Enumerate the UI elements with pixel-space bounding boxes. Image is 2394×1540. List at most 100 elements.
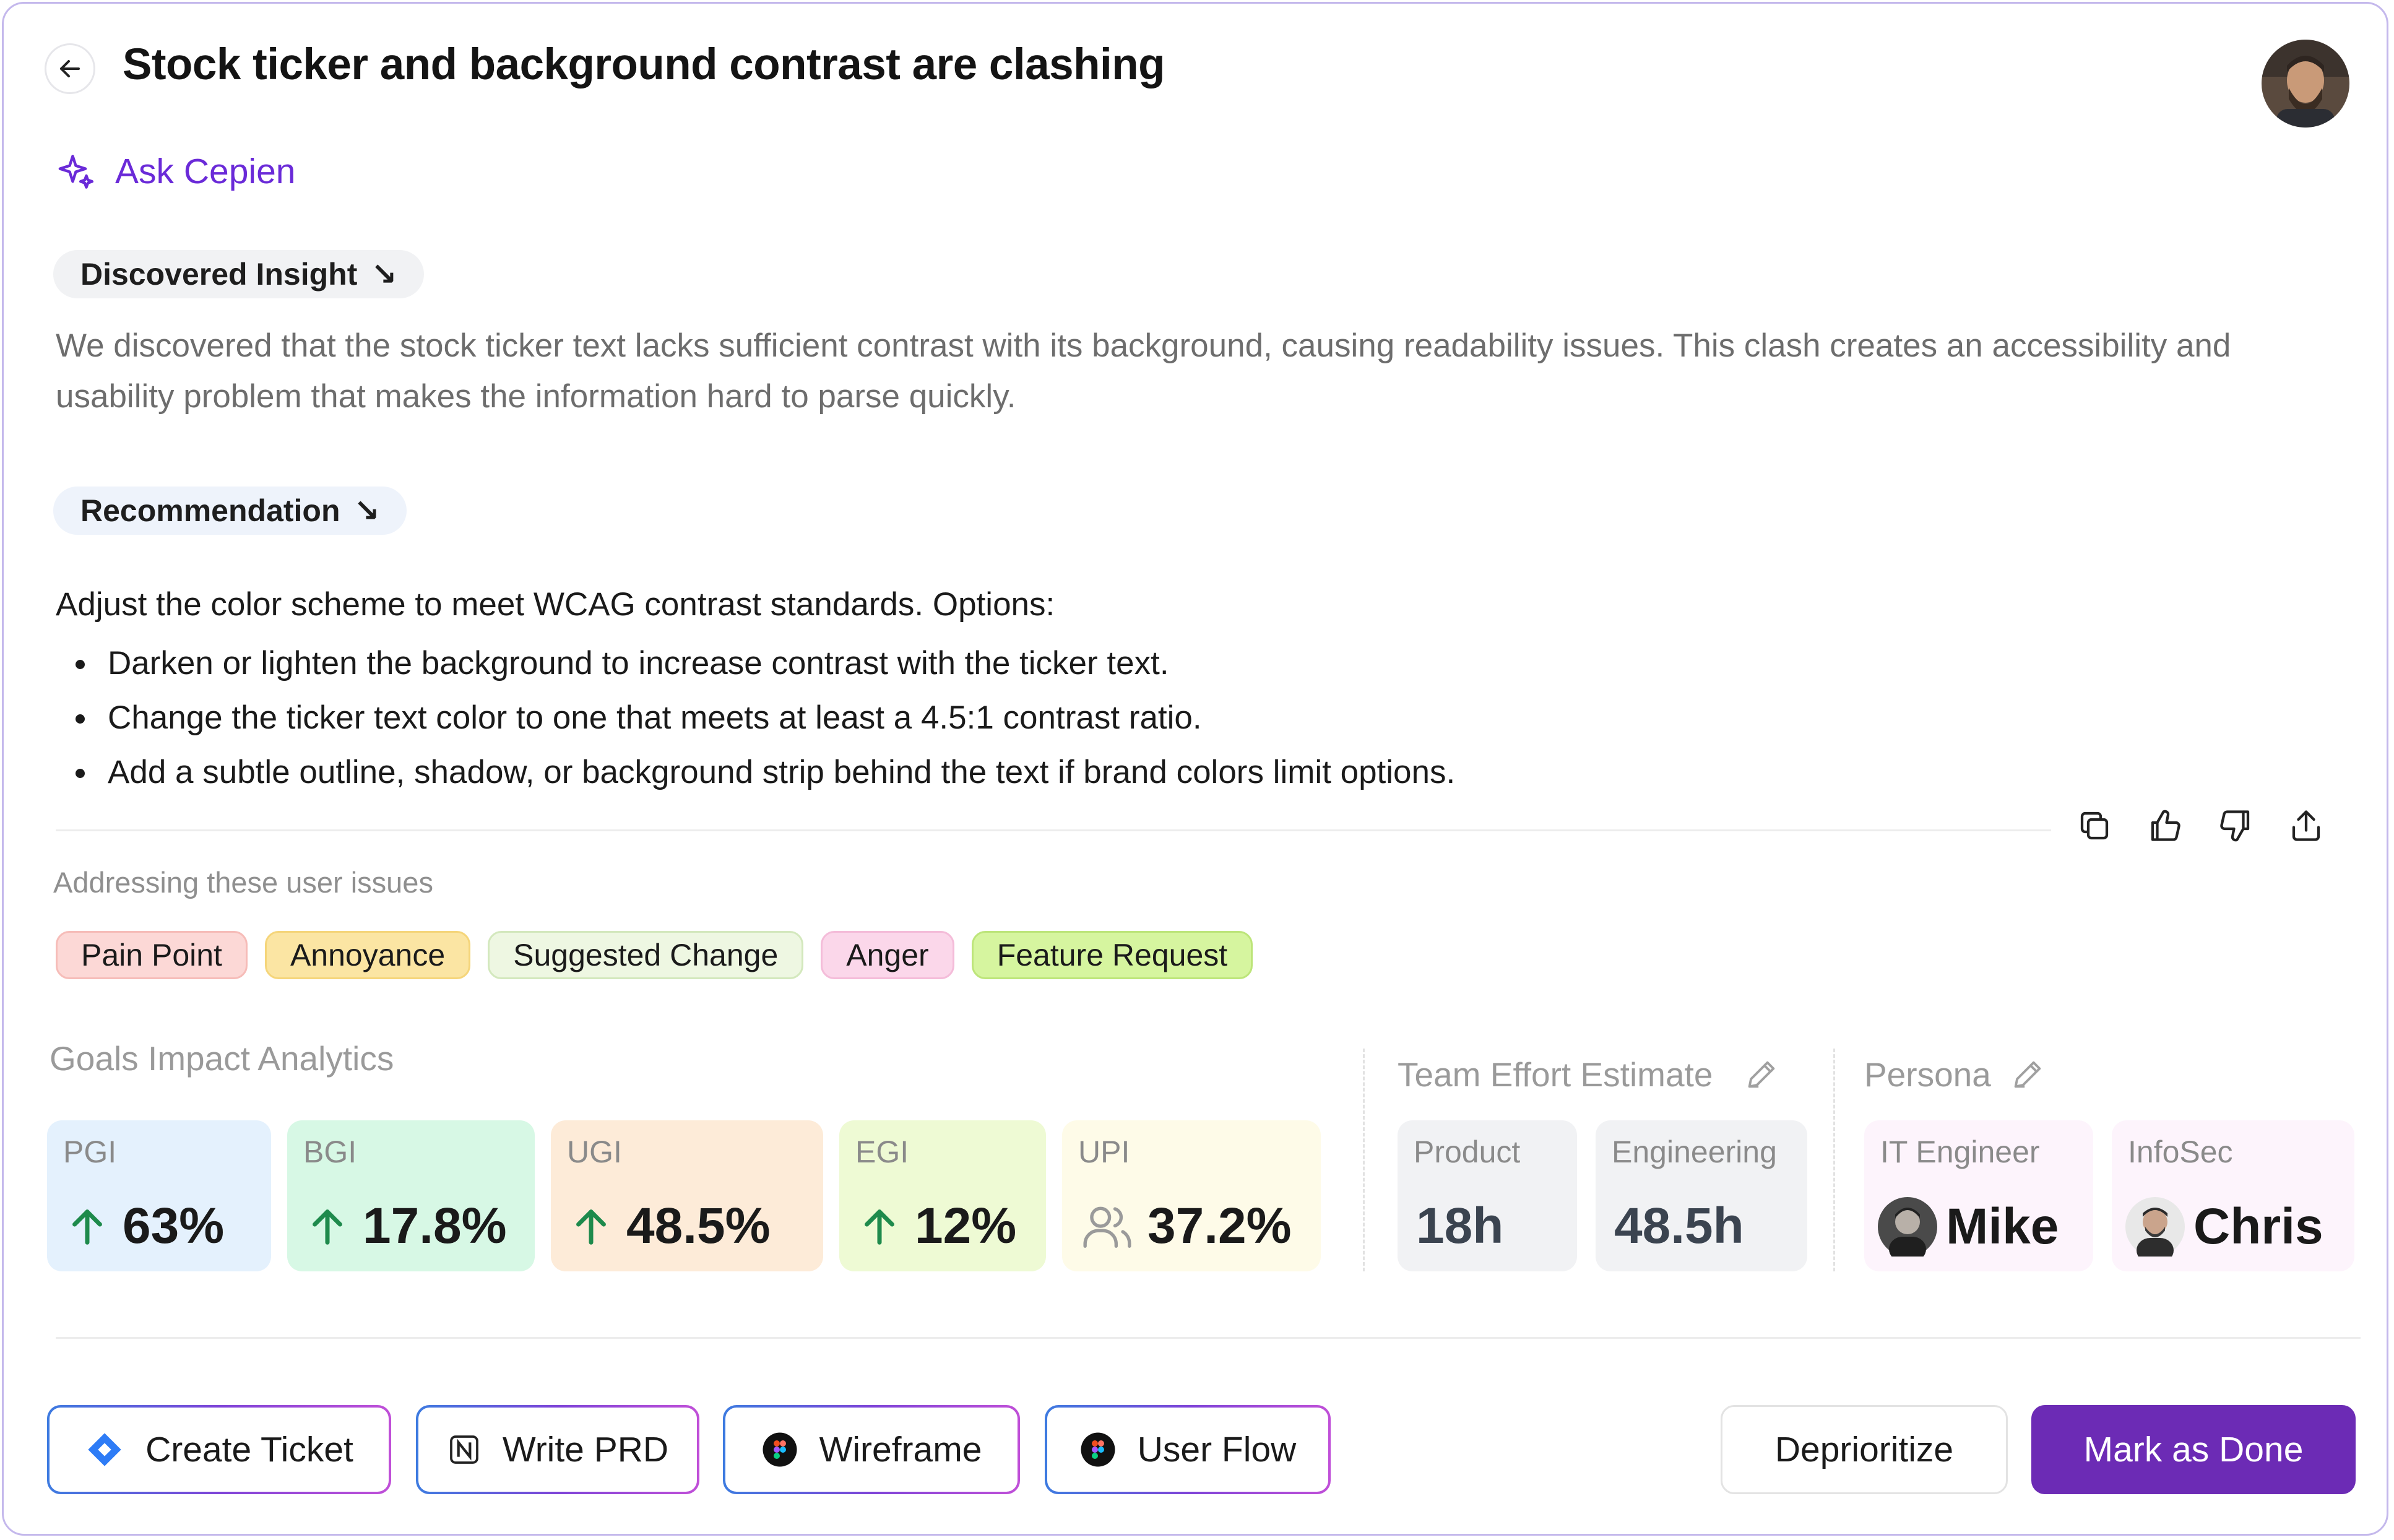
- goal-card-value: 12%: [915, 1198, 1017, 1254]
- list-item: Darken or lighten the background to incr…: [56, 636, 1455, 691]
- recommendation-intro: Adjust the color scheme to meet WCAG con…: [56, 586, 1055, 623]
- list-item: Add a subtle outline, shadow, or backgro…: [56, 745, 1455, 800]
- mark-as-done-label: Mark as Done: [2083, 1430, 2304, 1469]
- avatar: [1878, 1197, 1937, 1257]
- goal-card-pgi: PGI 63%: [47, 1120, 271, 1271]
- divider: [56, 829, 2051, 831]
- jira-icon: [88, 1433, 121, 1466]
- wireframe-label: Wireframe: [819, 1430, 982, 1469]
- insight-text: We discovered that the stock ticker text…: [56, 327, 2231, 415]
- effort-card-label: Product: [1414, 1135, 1521, 1169]
- goal-card-upi: UPI 37.2%: [1062, 1120, 1321, 1271]
- response-actions: [2071, 802, 2330, 849]
- goal-card-label: EGI: [855, 1135, 909, 1169]
- goal-card-value: 37.2%: [1147, 1198, 1292, 1254]
- persona-card-value: Mike: [1946, 1198, 2059, 1255]
- section-divider: [1833, 1049, 1835, 1271]
- persona-card-value: Chris: [2193, 1198, 2323, 1255]
- persona-value-row: Mike: [1878, 1197, 2059, 1257]
- recommendation-label: Recommendation: [80, 493, 340, 528]
- persona-value-row: Chris: [2125, 1197, 2323, 1257]
- recommendation-pill[interactable]: Recommendation ↘: [53, 487, 407, 535]
- goal-card-value-row: 12%: [858, 1197, 1016, 1255]
- tag-feature-request[interactable]: Feature Request: [971, 931, 1253, 979]
- share-icon: [2292, 810, 2320, 841]
- effort-card-product: Product 18h: [1398, 1120, 1577, 1271]
- goal-card-value-row: 37.2%: [1081, 1197, 1292, 1255]
- tag-suggested-change[interactable]: Suggested Change: [488, 931, 804, 979]
- thumbs-up-button[interactable]: [2141, 802, 2189, 849]
- tag-anger[interactable]: Anger: [821, 931, 954, 979]
- effort-label: Team Effort Estimate: [1398, 1055, 1713, 1094]
- figma-icon: [763, 1432, 797, 1467]
- write-prd-label: Write PRD: [502, 1430, 669, 1469]
- list-item: Change the ticker text color to one that…: [56, 691, 1455, 745]
- effort-card-engineering: Engineering 48.5h: [1596, 1120, 1807, 1271]
- persona-header: Persona: [1864, 1055, 2046, 1094]
- arrow-down-right-icon: ↘: [371, 257, 397, 292]
- user-flow-label: User Flow: [1137, 1430, 1297, 1469]
- thumbs-down-icon: [2220, 810, 2250, 842]
- persona-card-label: IT Engineer: [1880, 1135, 2040, 1169]
- divider: [56, 1337, 2361, 1339]
- effort-card-value: 48.5h: [1614, 1198, 1744, 1254]
- notion-icon: [450, 1435, 478, 1464]
- goal-card-label: PGI: [63, 1135, 117, 1169]
- persona-card-it-engineer[interactable]: IT Engineer Mike: [1864, 1120, 2093, 1271]
- goal-card-label: BGI: [303, 1135, 357, 1169]
- effort-card-value: 18h: [1416, 1198, 1504, 1254]
- thumbs-up-icon: [2151, 810, 2180, 841]
- users-icon: [1083, 1206, 1131, 1248]
- create-ticket-label: Create Ticket: [145, 1430, 353, 1469]
- pencil-icon[interactable]: [1744, 1057, 1779, 1092]
- write-prd-button[interactable]: Write PRD: [416, 1405, 699, 1494]
- deprioritize-label: Deprioritize: [1774, 1430, 1954, 1469]
- ask-cepien-button[interactable]: Ask Cepien: [56, 151, 296, 192]
- back-button[interactable]: [45, 43, 95, 94]
- wireframe-button[interactable]: Wireframe: [723, 1405, 1020, 1494]
- goal-card-value: 63%: [123, 1198, 225, 1254]
- recommendation-list: Darken or lighten the background to incr…: [56, 636, 1455, 800]
- user-flow-button[interactable]: User Flow: [1045, 1405, 1331, 1494]
- sparkle-icon: [58, 155, 94, 189]
- goal-card-value: 17.8%: [363, 1198, 507, 1254]
- pencil-icon[interactable]: [2010, 1057, 2046, 1092]
- goal-card-label: UPI: [1078, 1135, 1130, 1169]
- thumbs-down-button[interactable]: [2212, 802, 2259, 849]
- arrow-up-icon: [865, 1209, 894, 1245]
- goals-label: Goals Impact Analytics: [50, 1039, 394, 1078]
- arrow-up-icon: [313, 1209, 342, 1245]
- figma-icon: [1081, 1432, 1115, 1467]
- tag-annoyance[interactable]: Annoyance: [264, 931, 471, 979]
- goal-card-value: 48.5%: [626, 1198, 771, 1254]
- arrow-down-right-icon: ↘: [353, 493, 380, 528]
- copy-icon: [2080, 811, 2109, 840]
- copy-button[interactable]: [2071, 802, 2118, 849]
- goal-card-bgi: BGI 17.8%: [287, 1120, 535, 1271]
- goal-card-value-row: 48.5%: [569, 1197, 771, 1255]
- effort-card-label: Engineering: [1612, 1135, 1777, 1169]
- discovered-insight-pill[interactable]: Discovered Insight ↘: [53, 250, 425, 298]
- ask-cepien-label: Ask Cepien: [115, 152, 296, 191]
- goal-card-label: UGI: [567, 1135, 622, 1169]
- goal-card-value-row: 17.8%: [306, 1197, 507, 1255]
- user-avatar[interactable]: [2262, 40, 2349, 128]
- persona-card-label: InfoSec: [2128, 1135, 2233, 1169]
- create-ticket-button[interactable]: Create Ticket: [47, 1405, 391, 1494]
- mark-as-done-button[interactable]: Mark as Done: [2031, 1405, 2356, 1494]
- goal-card-egi: EGI 12%: [839, 1120, 1046, 1271]
- effort-header: Team Effort Estimate: [1398, 1055, 1779, 1094]
- issue-tags: Pain Point Annoyance Suggested Change An…: [56, 931, 1253, 979]
- arrow-up-icon: [576, 1209, 606, 1245]
- discovered-insight-label: Discovered Insight: [80, 257, 358, 292]
- goal-card-ugi: UGI 48.5%: [551, 1120, 823, 1271]
- goal-card-value-row: 63%: [66, 1197, 224, 1255]
- arrow-up-icon: [72, 1209, 102, 1245]
- share-button[interactable]: [2283, 802, 2330, 849]
- persona-label: Persona: [1864, 1055, 1991, 1094]
- tag-pain-point[interactable]: Pain Point: [56, 931, 248, 979]
- deprioritize-button[interactable]: Deprioritize: [1721, 1405, 2008, 1494]
- section-divider: [1363, 1049, 1365, 1271]
- persona-card-infosec[interactable]: InfoSec Chris: [2112, 1120, 2354, 1271]
